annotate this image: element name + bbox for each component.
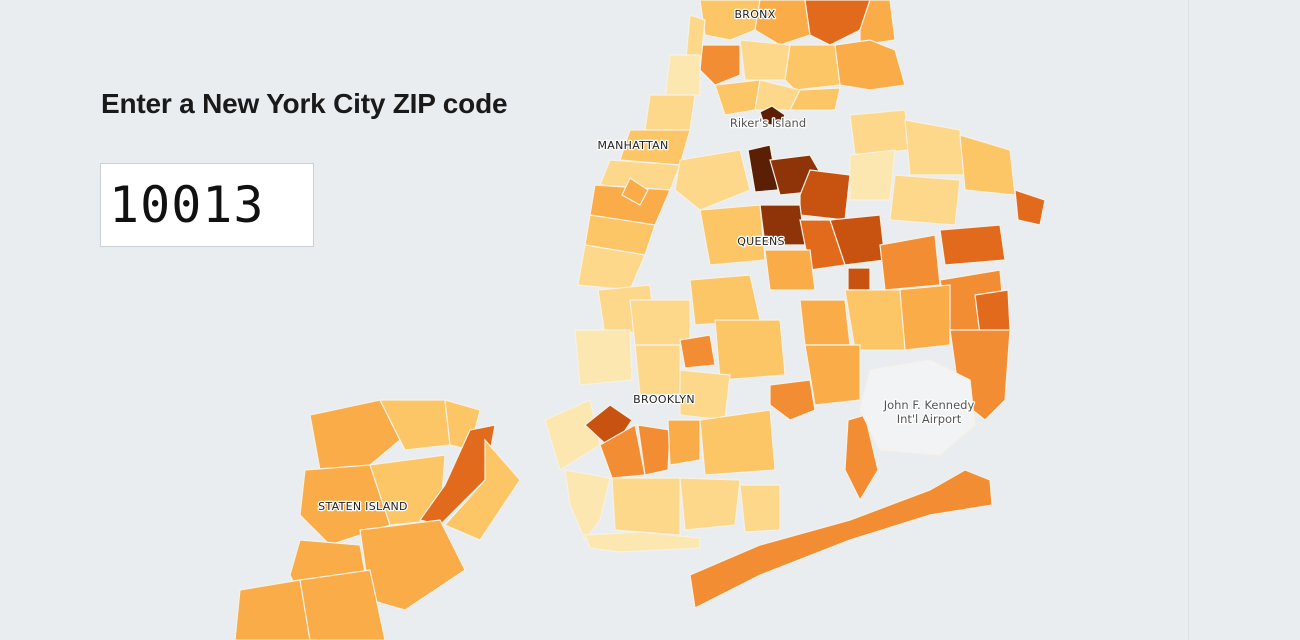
staten-island-zips	[234, 399, 521, 640]
zip-area-bronx-7[interactable]	[784, 44, 841, 91]
zip-area-queens-23[interactable]	[799, 299, 851, 346]
zip-area-brooklyn-13[interactable]	[667, 419, 701, 466]
zip-area-manhattan-3[interactable]	[644, 94, 696, 131]
zip-area-staten-island-1[interactable]	[309, 399, 401, 471]
zip-area-staten-island-11[interactable]	[299, 569, 386, 640]
zip-area-brooklyn-14[interactable]	[699, 409, 776, 476]
queens-zips	[674, 109, 1046, 609]
zip-area-manhattan-2[interactable]	[664, 54, 701, 101]
zip-area-queens-11[interactable]	[1014, 189, 1046, 226]
zip-area-brooklyn-12[interactable]	[637, 424, 671, 476]
zip-area-staten-island-7[interactable]	[443, 438, 521, 541]
zip-area-queens-20[interactable]	[974, 289, 1011, 336]
zip-area-queens-27[interactable]	[844, 414, 879, 502]
zip-area-queens-10[interactable]	[889, 174, 961, 226]
label-queens: QUEENS	[737, 235, 785, 248]
zip-area-queens-15[interactable]	[939, 224, 1006, 266]
zip-area-queens-17[interactable]	[764, 249, 816, 291]
zip-area-queens-1[interactable]	[674, 149, 751, 211]
zip-area-queens-6[interactable]	[849, 109, 911, 156]
zip-prompt-title: Enter a New York City ZIP code	[101, 88, 508, 119]
zip-area-brooklyn-17[interactable]	[679, 477, 741, 531]
zip-area-queens-24[interactable]	[844, 289, 906, 351]
zip-area-queens-16[interactable]	[699, 204, 766, 266]
zip-area-brooklyn-19[interactable]	[739, 484, 781, 533]
zip-area-queens-25[interactable]	[804, 344, 861, 406]
zip-area-manhattan-9[interactable]	[621, 177, 649, 206]
zip-area-queens-26[interactable]	[769, 379, 816, 421]
label-bronx: BRONX	[734, 8, 775, 21]
zip-area-brooklyn-5[interactable]	[679, 334, 716, 369]
zip-code-input[interactable]	[100, 163, 314, 247]
zip-area-brooklyn-6[interactable]	[634, 344, 681, 396]
zip-area-brooklyn-7[interactable]	[714, 319, 786, 381]
zip-area-bronx-2[interactable]	[754, 0, 811, 46]
label-manhattan: MANHATTAN	[597, 139, 668, 152]
zip-area-queens-4[interactable]	[799, 169, 851, 221]
zip-area-queens-7[interactable]	[849, 149, 896, 201]
zip-area-bronx-8[interactable]	[834, 39, 906, 91]
label-rikers-island: Riker's Island	[730, 116, 806, 130]
zip-area-brooklyn-18[interactable]	[584, 531, 701, 553]
label-brooklyn: BROOKLYN	[633, 393, 695, 406]
zip-area-rikers-island[interactable]	[759, 105, 786, 127]
zip-area-staten-island-10[interactable]	[234, 579, 311, 640]
zip-area-queens-18[interactable]	[847, 267, 871, 291]
panel-divider	[1188, 0, 1189, 640]
zip-area-brooklyn-10[interactable]	[584, 404, 633, 451]
label-jfk-line2: Int'l Airport	[897, 412, 962, 426]
zip-area-queens-28[interactable]	[689, 469, 993, 609]
zip-area-brooklyn-4[interactable]	[689, 274, 761, 326]
zip-area-queens-14[interactable]	[879, 234, 941, 291]
jfk-airport	[859, 359, 976, 456]
zip-area-staten-island-4[interactable]	[299, 464, 391, 546]
zip-area-bronx-6[interactable]	[739, 39, 791, 81]
manhattan-zips	[577, 14, 706, 291]
zip-area-brooklyn-2[interactable]	[574, 329, 633, 386]
zip-area-brooklyn-16[interactable]	[611, 477, 681, 536]
label-staten-island: STATEN ISLAND	[318, 500, 408, 513]
zip-area-brooklyn-15[interactable]	[564, 469, 611, 542]
zip-area-brooklyn-3[interactable]	[629, 299, 691, 346]
zip-area-bronx-3[interactable]	[804, 0, 871, 46]
bronx-zips	[699, 0, 906, 116]
label-jfk-line1: John F. Kennedy	[883, 398, 975, 412]
zip-area-bronx-11[interactable]	[789, 87, 841, 111]
brooklyn-zips	[544, 274, 786, 553]
